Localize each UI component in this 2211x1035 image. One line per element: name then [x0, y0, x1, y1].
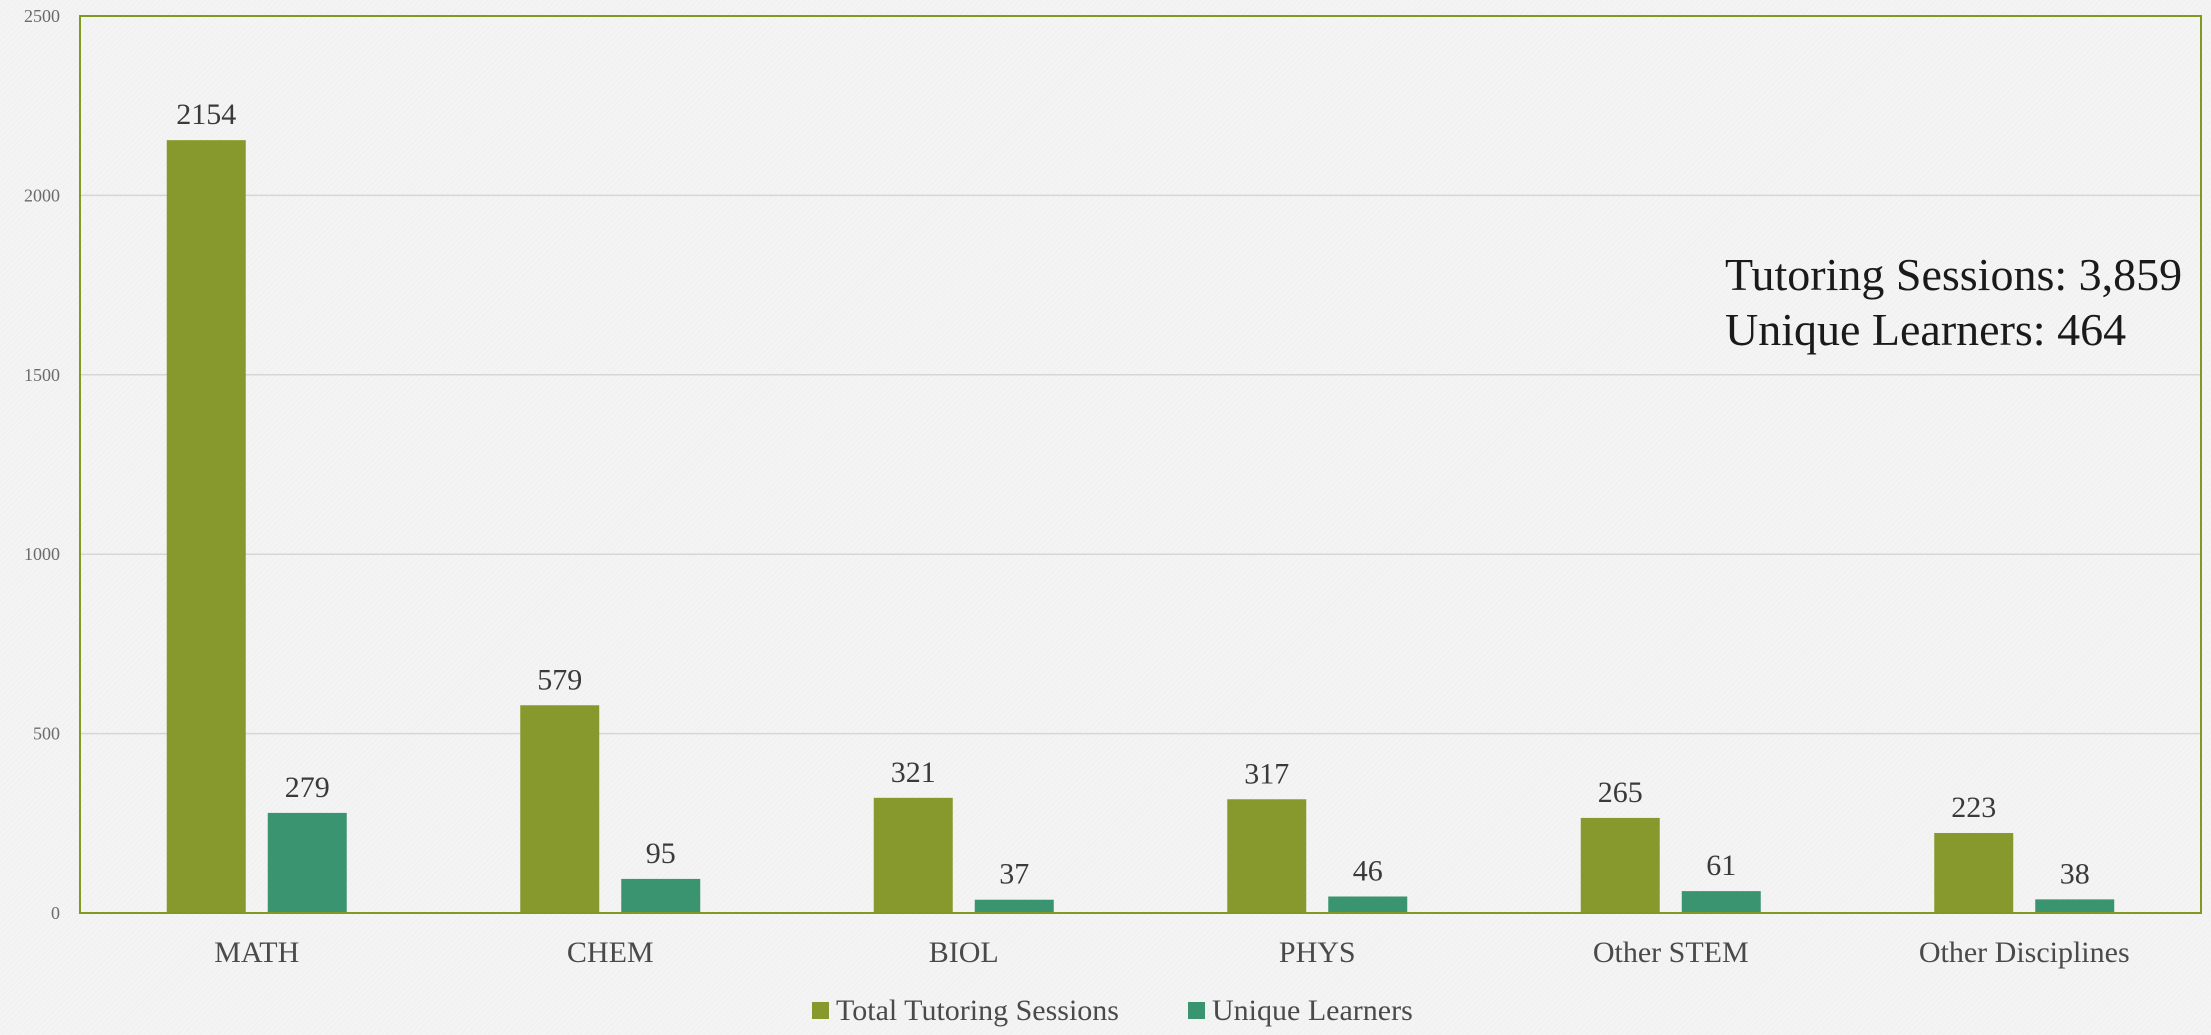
data-label: 2154 — [176, 98, 236, 131]
bar-learners — [974, 899, 1054, 913]
bar-sessions — [166, 140, 246, 914]
bar-sessions — [1580, 817, 1660, 913]
annotation-line-2: Unique Learners: 464 — [1725, 304, 2126, 355]
bar-learners — [2035, 899, 2115, 913]
bar-learners — [1328, 896, 1408, 913]
plot-frame — [79, 15, 2202, 914]
legend-label-sessions: Total Tutoring Sessions — [836, 994, 1119, 1027]
y-tick-label: 1000 — [24, 544, 60, 564]
data-label: 321 — [891, 756, 936, 789]
bars — [166, 140, 2115, 914]
summary-annotation: Tutoring Sessions: 3,859 Unique Learners… — [1725, 249, 2182, 355]
data-label: 38 — [2060, 857, 2090, 890]
bar-sessions — [873, 797, 953, 913]
bar-sessions — [1227, 799, 1307, 913]
data-label: 223 — [1951, 791, 1996, 824]
legend-swatch-learners — [1188, 1002, 1205, 1019]
data-label: 95 — [646, 837, 676, 870]
data-label: 37 — [999, 858, 1029, 891]
y-axis-ticks: 0 500 1000 1500 2000 2500 — [24, 6, 60, 923]
y-tick-label: 500 — [33, 724, 60, 744]
y-tick-label: 2500 — [24, 6, 60, 26]
y-tick-label: 2000 — [24, 185, 60, 205]
annotation-line-1: Tutoring Sessions: 3,859 — [1725, 249, 2182, 300]
data-label: 265 — [1598, 776, 1643, 809]
bar-sessions — [520, 705, 600, 913]
y-tick-label: 0 — [51, 903, 60, 923]
x-tick-label: PHYS — [1279, 936, 1356, 969]
gridlines — [80, 194, 2201, 735]
bar-learners — [621, 878, 701, 913]
x-tick-label: CHEM — [567, 936, 654, 969]
x-tick-label: Other STEM — [1593, 936, 1749, 969]
x-tick-label: BIOL — [929, 936, 999, 969]
bar-sessions — [1934, 832, 2014, 913]
legend: Total Tutoring Sessions Unique Learners — [812, 994, 1413, 1027]
data-label: 61 — [1706, 849, 1736, 882]
x-axis-ticks: MATH CHEM BIOL PHYS Other STEM Other Discipli… — [214, 936, 2129, 969]
x-tick-label: Other Disciplines — [1919, 936, 2130, 969]
data-label: 46 — [1353, 854, 1383, 887]
legend-label-learners: Unique Learners — [1212, 994, 1413, 1027]
legend-swatch-sessions — [812, 1002, 829, 1019]
y-tick-label: 1500 — [24, 365, 60, 385]
data-label: 579 — [537, 663, 582, 696]
data-label: 317 — [1244, 757, 1289, 790]
bar-learners — [267, 812, 347, 913]
bar-learners — [1681, 891, 1761, 913]
data-label: 279 — [285, 771, 330, 804]
x-tick-label: MATH — [214, 936, 299, 969]
data-labels: 2154 279 579 95 321 37 317 46 265 61 223 38 — [176, 98, 2090, 891]
